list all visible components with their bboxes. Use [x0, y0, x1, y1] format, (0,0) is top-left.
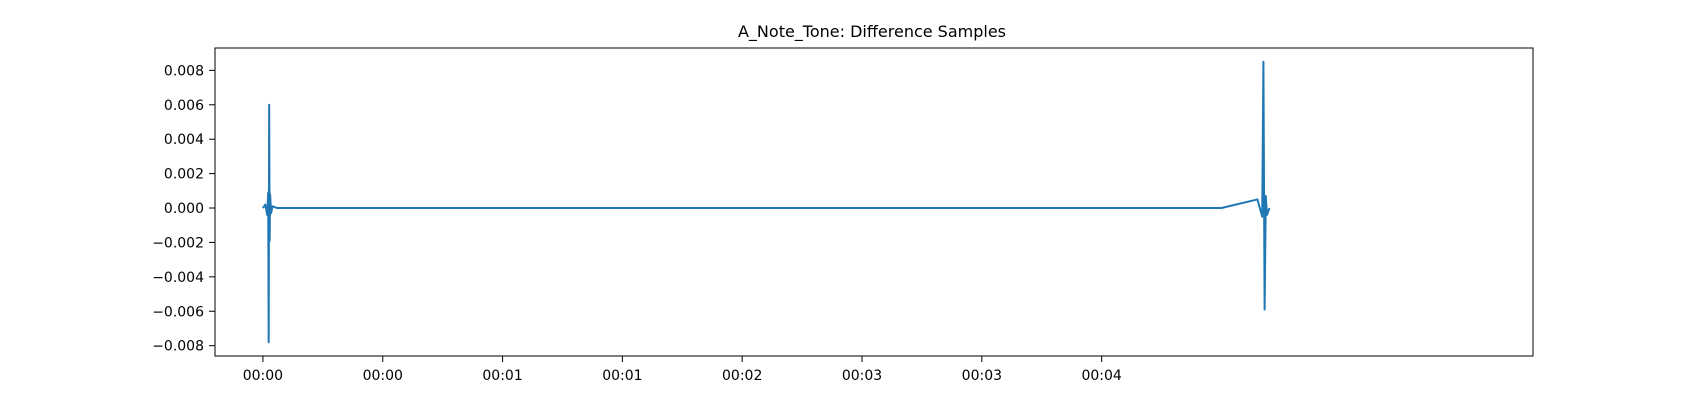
chart-title: A_Note_Tone: Difference Samples: [738, 22, 1006, 42]
series-line: [262, 60, 1271, 344]
plot-area-frame: [214, 47, 1534, 357]
x-tick-label: 00:03: [962, 368, 1002, 384]
x-tick-label: 00:00: [243, 368, 283, 384]
x-tick-label: 00:00: [363, 368, 403, 384]
x-tick-label: 00:04: [1081, 368, 1121, 384]
y-tick-label: −0.008: [152, 339, 204, 355]
y-tick-label: 0.008: [164, 63, 204, 79]
y-tick-label: 0.006: [164, 98, 204, 114]
y-tick-label: 0.004: [164, 132, 204, 148]
x-tick-label: 00:03: [842, 368, 882, 384]
y-tick-label: −0.006: [152, 304, 204, 320]
y-tick-label: −0.002: [152, 235, 204, 251]
y-axis-ticks: 0.008 0.006 0.004 0.002 0.000 −0.002 −0.004 −0.…: [152, 63, 215, 355]
series-layer: [262, 60, 1271, 344]
x-tick-label: 00:01: [602, 368, 642, 384]
x-axis-ticks: 00:00 00:00 00:01 00:01 00:02 00:03 00:03 00:04: [243, 356, 1122, 384]
x-tick-label: 00:02: [722, 368, 762, 384]
y-tick-label: 0.000: [164, 201, 204, 217]
x-tick-label: 00:01: [482, 368, 522, 384]
y-tick-label: −0.004: [152, 270, 204, 286]
y-tick-label: 0.002: [164, 167, 204, 183]
